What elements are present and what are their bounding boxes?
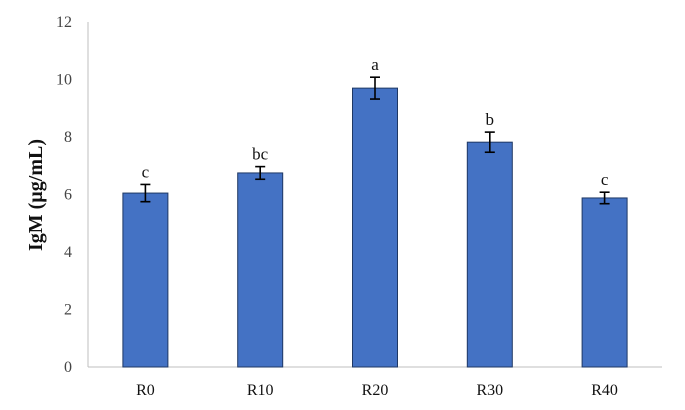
y-tick-label-0: 0 <box>64 359 72 376</box>
significance-label-r10: bc <box>252 145 269 164</box>
significance-label-r0: c <box>142 162 150 181</box>
bar-r40 <box>581 197 628 368</box>
significance-label-r30: b <box>486 110 495 129</box>
y-tick-label-12: 12 <box>56 14 72 31</box>
error-bar-r0 <box>140 183 151 203</box>
error-bar-r40 <box>599 191 610 205</box>
x-tick-labels: R0 R10 R20 R30 R40 <box>136 382 618 399</box>
error-bar-r20 <box>370 76 380 100</box>
y-tick-label-4: 4 <box>64 244 72 261</box>
x-tick-label-r10: R10 <box>247 382 274 399</box>
significance-label-r40: c <box>601 170 609 189</box>
bar-r10 <box>237 172 284 368</box>
y-tick-label-8: 8 <box>64 129 72 146</box>
y-tick-labels: 0 2 4 6 8 10 12 <box>56 14 72 376</box>
error-bar-r10 <box>255 165 266 181</box>
error-bar-r30 <box>484 131 495 154</box>
error-bars <box>140 76 610 205</box>
y-axis-title: IgM (µg/mL) <box>25 139 47 251</box>
x-tick-label-r30: R30 <box>476 382 503 399</box>
y-tick-label-10: 10 <box>56 72 72 89</box>
x-tick-label-r20: R20 <box>362 382 389 399</box>
y-tick-label-6: 6 <box>64 187 72 204</box>
bar-r20 <box>352 87 398 368</box>
significance-label-r20: a <box>371 55 379 74</box>
y-tick-label-2: 2 <box>64 302 72 319</box>
bar-r30 <box>466 141 513 368</box>
bar-r0 <box>122 192 169 368</box>
x-tick-label-r0: R0 <box>136 382 155 399</box>
x-tick-label-r40: R40 <box>591 382 618 399</box>
bars <box>122 87 628 368</box>
